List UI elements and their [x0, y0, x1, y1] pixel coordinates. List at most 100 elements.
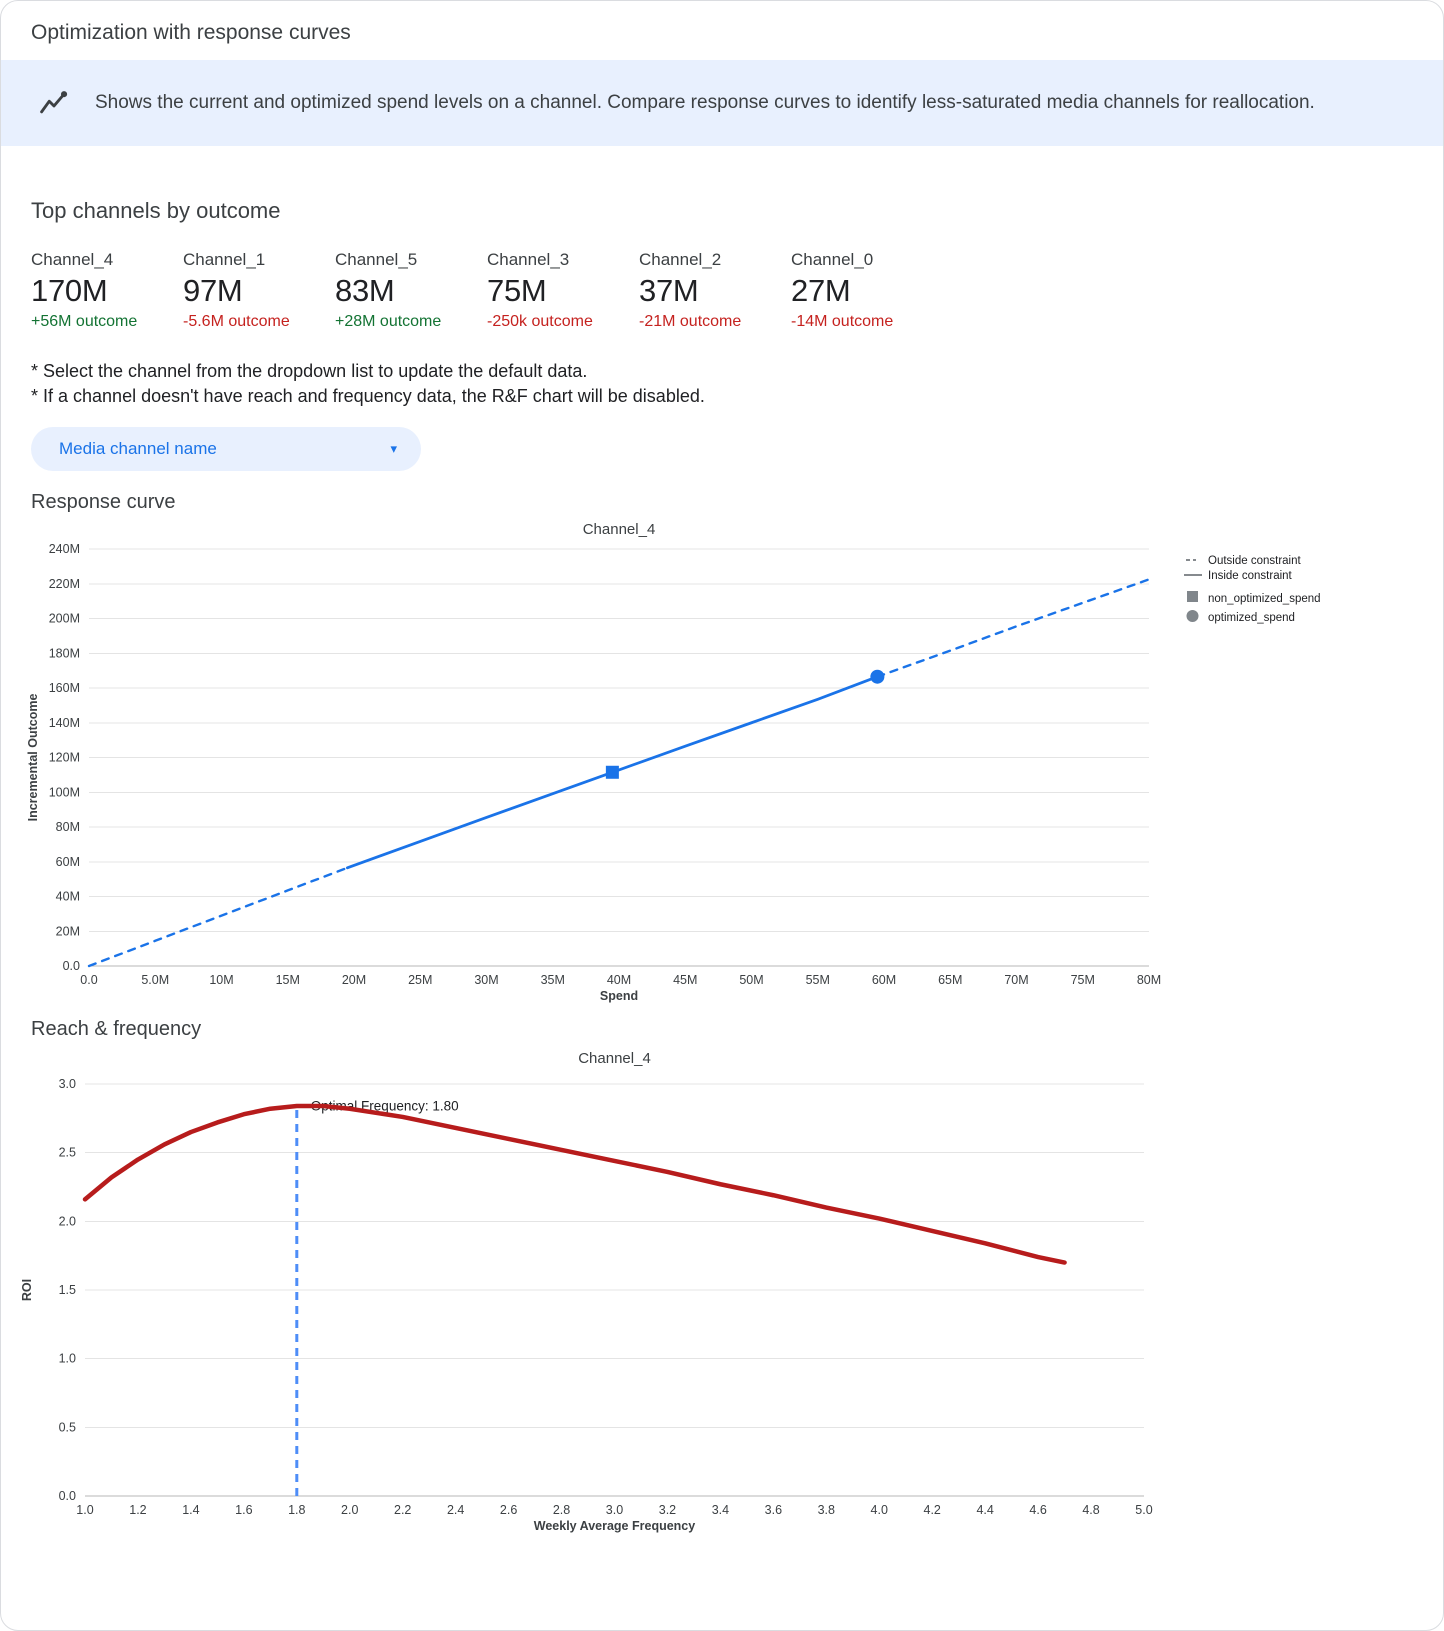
- svg-text:25M: 25M: [408, 973, 432, 987]
- svg-text:55M: 55M: [806, 973, 830, 987]
- svg-text:30M: 30M: [474, 973, 498, 987]
- channel-name: Channel_5: [335, 250, 418, 269]
- svg-text:60M: 60M: [872, 973, 896, 987]
- channel-stat: Channel_2 37M -21M outcome: [639, 250, 791, 331]
- svg-text:1.0: 1.0: [59, 1352, 76, 1366]
- svg-text:160M: 160M: [49, 681, 80, 695]
- svg-text:5.0M: 5.0M: [141, 973, 169, 987]
- svg-text:35M: 35M: [541, 973, 565, 987]
- svg-text:0.0: 0.0: [59, 1489, 76, 1503]
- svg-text:5.0: 5.0: [1135, 1503, 1152, 1517]
- svg-text:20M: 20M: [56, 925, 80, 939]
- channel-value: 83M: [335, 273, 395, 308]
- channel-value: 27M: [791, 273, 851, 308]
- svg-text:2.8: 2.8: [553, 1503, 570, 1517]
- channel-stat: Channel_0 27M -14M outcome: [791, 250, 943, 331]
- svg-text:1.8: 1.8: [288, 1503, 305, 1517]
- svg-text:2.0: 2.0: [341, 1503, 358, 1517]
- section-title-top-channels: Top channels by outcome: [31, 198, 281, 223]
- svg-text:80M: 80M: [56, 820, 80, 834]
- svg-text:2.6: 2.6: [500, 1503, 517, 1517]
- svg-text:2.0: 2.0: [59, 1215, 76, 1229]
- channel-stat: Channel_3 75M -250k outcome: [487, 250, 639, 331]
- svg-text:100M: 100M: [49, 786, 80, 800]
- channel-outcome: -14M outcome: [791, 313, 894, 330]
- svg-text:ROI: ROI: [20, 1279, 34, 1301]
- svg-text:40M: 40M: [607, 973, 631, 987]
- card-header: Optimization with response curves: [1, 1, 1443, 60]
- svg-text:15M: 15M: [276, 973, 300, 987]
- channel-stat: Channel_1 97M -5.6M outcome: [183, 250, 335, 331]
- svg-text:3.0: 3.0: [59, 1077, 76, 1091]
- svg-text:75M: 75M: [1071, 973, 1095, 987]
- svg-text:140M: 140M: [49, 716, 80, 730]
- channel-outcome: -21M outcome: [639, 313, 742, 330]
- dropdown-label: Media channel name: [59, 439, 217, 459]
- response-curve-chart: Channel_4 0.0 20M 40M 60M 80M 100M 120M 140M 160M…: [26, 521, 1321, 1003]
- svg-text:Weekly Average Frequency: Weekly Average Frequency: [534, 1519, 695, 1533]
- svg-text:1.6: 1.6: [235, 1503, 252, 1517]
- svg-text:Inside constraint: Inside constraint: [1208, 570, 1293, 582]
- section-title-response-curve: Response curve: [31, 491, 176, 514]
- note-dropdown-hint: * Select the channel from the dropdown l…: [31, 361, 588, 381]
- svg-text:4.6: 4.6: [1029, 1503, 1046, 1517]
- chevron-down-icon: ▾: [390, 441, 397, 457]
- channel-stats-row: Channel_4 170M +56M outcome Channel_1 97…: [31, 250, 1413, 331]
- svg-text:2.4: 2.4: [447, 1503, 464, 1517]
- media-channel-dropdown[interactable]: Media channel name ▾: [31, 427, 421, 472]
- svg-text:optimized_spend: optimized_spend: [1208, 612, 1295, 624]
- note-rf-hint: * If a channel doesn't have reach and fr…: [31, 386, 705, 407]
- svg-text:3.4: 3.4: [712, 1503, 729, 1517]
- channel-name: Channel_0: [791, 250, 874, 269]
- channel-value: 37M: [639, 273, 699, 308]
- svg-text:120M: 120M: [49, 751, 80, 765]
- channel-name: Channel_3: [487, 250, 570, 269]
- channel-value: 170M: [31, 273, 108, 308]
- svg-text:65M: 65M: [938, 973, 962, 987]
- svg-text:60M: 60M: [56, 855, 80, 869]
- svg-text:10M: 10M: [209, 973, 233, 987]
- svg-text:4.2: 4.2: [924, 1503, 941, 1517]
- svg-text:non_optimized_spend: non_optimized_spend: [1208, 593, 1321, 605]
- svg-text:Channel_4: Channel_4: [583, 521, 656, 538]
- svg-text:0.0: 0.0: [80, 973, 97, 987]
- channel-name: Channel_4: [31, 250, 114, 269]
- banner-text: Shows the current and optimized spend le…: [95, 92, 1315, 113]
- svg-text:1.0: 1.0: [76, 1503, 93, 1517]
- channel-value: 75M: [487, 273, 547, 308]
- channel-outcome: -250k outcome: [487, 313, 593, 330]
- svg-text:1.2: 1.2: [129, 1503, 146, 1517]
- svg-text:4.0: 4.0: [871, 1503, 888, 1517]
- reach-frequency-chart: Channel_4 0.0 0.5 1.0 1.5 2.0 2.5 3.0 1.0 1.2 1.4 1…: [20, 1050, 1153, 1533]
- insights-icon: [39, 90, 69, 116]
- svg-text:220M: 220M: [49, 577, 80, 591]
- channel-name: Channel_1: [183, 250, 266, 269]
- svg-text:1.5: 1.5: [59, 1283, 76, 1297]
- svg-text:Spend: Spend: [600, 989, 638, 1003]
- svg-text:3.8: 3.8: [818, 1503, 835, 1517]
- svg-text:180M: 180M: [49, 647, 80, 661]
- svg-text:80M: 80M: [1137, 973, 1161, 987]
- section-title-reach-frequency: Reach & frequency: [31, 1018, 202, 1041]
- svg-text:4.4: 4.4: [976, 1503, 993, 1517]
- channel-outcome: +28M outcome: [335, 313, 442, 330]
- channel-stat: Channel_5 83M +28M outcome: [335, 250, 487, 331]
- svg-text:3.2: 3.2: [659, 1503, 676, 1517]
- svg-text:70M: 70M: [1004, 973, 1028, 987]
- svg-text:4.8: 4.8: [1082, 1503, 1099, 1517]
- channel-outcome: +56M outcome: [31, 313, 138, 330]
- channel-value: 97M: [183, 273, 243, 308]
- svg-text:240M: 240M: [49, 542, 80, 556]
- svg-text:20M: 20M: [342, 973, 366, 987]
- svg-text:3.6: 3.6: [765, 1503, 782, 1517]
- svg-text:200M: 200M: [49, 612, 80, 626]
- main-content: Top channels by outcome Channel_4 170M +…: [1, 198, 1443, 514]
- svg-text:1.4: 1.4: [182, 1503, 199, 1517]
- svg-text:0.0: 0.0: [63, 959, 80, 973]
- info-banner: Shows the current and optimized spend le…: [1, 60, 1443, 146]
- svg-text:3.0: 3.0: [606, 1503, 623, 1517]
- svg-text:45M: 45M: [673, 973, 697, 987]
- svg-text:2.2: 2.2: [394, 1503, 411, 1517]
- rf-section-header: Reach & frequency: [1, 1018, 1443, 1041]
